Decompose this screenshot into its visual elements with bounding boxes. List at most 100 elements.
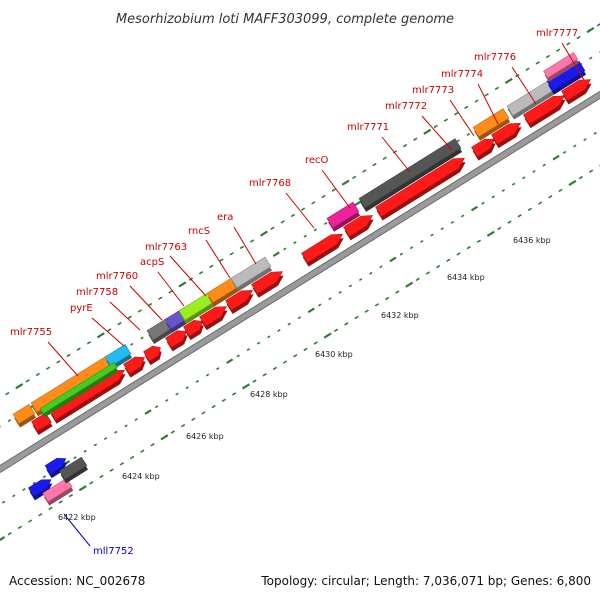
tick-mark [522, 176, 526, 180]
gene-feature-cyan[interactable] [104, 343, 132, 367]
cds-feature[interactable] [471, 138, 495, 158]
tick-mark [0, 536, 6, 542]
gene-feature-blue[interactable] [28, 479, 52, 497]
gene-label[interactable]: mlr7758 [76, 287, 118, 298]
cds-feature[interactable] [375, 157, 465, 217]
genome-summary: Topology: circular; Length: 7,036,071 bp… [260, 574, 591, 588]
cds-feature[interactable] [251, 271, 283, 295]
cds-feature[interactable] [523, 95, 565, 125]
tick-mark [443, 118, 449, 122]
scale-label: 6434 kbp [447, 273, 485, 282]
tick-mark [297, 316, 302, 320]
tick-mark [307, 307, 315, 314]
cds-feature[interactable] [165, 330, 187, 348]
tick-mark [486, 230, 495, 237]
tick-mark [313, 228, 318, 232]
gene-feature-blue[interactable] [44, 458, 67, 475]
cds-feature[interactable] [301, 233, 343, 264]
gene-feature-green[interactable] [39, 362, 118, 415]
tick-mark [588, 169, 594, 173]
tick-mark [501, 189, 506, 193]
cds-feature[interactable] [199, 306, 227, 327]
tick-mark [129, 455, 135, 460]
gene-feature-darkgray[interactable] [358, 138, 462, 209]
tick-mark [586, 26, 595, 34]
gene-label[interactable]: acpS [140, 257, 164, 268]
tick-mark [119, 462, 125, 466]
gene-label[interactable]: mll7752 [93, 546, 134, 557]
tick-mark [229, 251, 234, 256]
cds-feature[interactable] [31, 412, 52, 432]
tick-mark [562, 150, 567, 154]
tick-mark [226, 358, 234, 364]
tick-mark [491, 195, 495, 199]
gene-label-leader [381, 136, 411, 173]
tick-mark [440, 227, 444, 231]
gene-feature-green-shadow [41, 366, 119, 418]
gene-feature-lightgray[interactable] [230, 256, 272, 289]
cds-feature[interactable] [225, 290, 253, 311]
tick-mark [239, 245, 245, 250]
gene-label[interactable]: recO [305, 155, 329, 166]
gene-feature-orange[interactable] [12, 403, 36, 424]
gene-label-leader [561, 42, 585, 81]
tick-mark [409, 246, 414, 250]
tick-mark [170, 430, 176, 434]
tick-mark [573, 144, 577, 148]
tick-mark [15, 383, 24, 390]
gene-label[interactable]: mlr7760 [96, 271, 138, 282]
cds-feature[interactable] [183, 320, 203, 337]
gene-label[interactable]: mlr7772 [385, 101, 427, 112]
gene-label[interactable]: mlr7768 [249, 178, 291, 189]
gene-label[interactable]: mlr7763 [145, 242, 187, 253]
gene-label[interactable]: mlr7776 [474, 52, 516, 63]
tick-mark [578, 175, 584, 180]
tick-mark [348, 284, 353, 288]
scale-label: 6436 kbp [513, 236, 551, 245]
gene-label[interactable]: era [217, 212, 233, 223]
tick-mark [369, 271, 373, 275]
tick-mark [93, 443, 98, 447]
cds-feature[interactable] [491, 122, 521, 145]
gene-label[interactable]: pyrE [70, 303, 93, 314]
gene-label[interactable]: mlr7773 [412, 85, 454, 96]
tick-mark [150, 443, 155, 447]
tick-mark [435, 264, 441, 269]
gene-label[interactable]: mlr7774 [441, 69, 483, 80]
cds-feature[interactable] [123, 356, 145, 374]
tick-mark [379, 265, 383, 269]
tick-mark [83, 449, 87, 453]
tick-mark [384, 296, 390, 301]
gene-label[interactable]: rncS [188, 226, 210, 237]
tick-mark [497, 226, 502, 231]
tick-mark [481, 201, 485, 205]
gene-feature-pink[interactable] [42, 477, 73, 502]
tick-mark [236, 354, 240, 358]
tick-mark [596, 23, 600, 27]
tick-mark [415, 277, 420, 282]
gene-label-leader [129, 285, 163, 321]
tick-mark [219, 258, 224, 262]
tick-mark [175, 392, 179, 396]
gene-feature-magenta[interactable] [326, 201, 360, 229]
tick-mark [525, 67, 530, 71]
cds-feature[interactable] [343, 215, 373, 237]
tick-mark [25, 379, 30, 383]
gene-feature-gray[interactable] [59, 456, 88, 480]
tick-mark [392, 150, 398, 154]
gene-label[interactable]: mlr7755 [10, 327, 52, 338]
tick-mark [532, 169, 536, 173]
tick-mark [209, 264, 214, 269]
cds-feature[interactable] [143, 345, 161, 362]
tick-mark [542, 163, 546, 167]
cds-feature[interactable] [561, 79, 591, 101]
gene-label[interactable]: mlr7777 [536, 28, 578, 39]
tick-mark [484, 92, 489, 97]
gene-label[interactable]: mlr7771 [347, 122, 389, 133]
tick-mark [178, 281, 187, 288]
tick-mark [35, 372, 41, 377]
gene-feature-pink[interactable] [543, 51, 579, 79]
tick-mark [134, 418, 138, 421]
